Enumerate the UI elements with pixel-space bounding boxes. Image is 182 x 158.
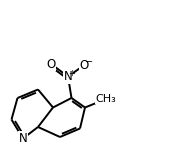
Text: CH₃: CH₃	[96, 94, 116, 104]
Text: O: O	[80, 58, 89, 72]
Text: O: O	[46, 58, 56, 70]
Text: +: +	[69, 69, 75, 78]
Text: N: N	[64, 70, 72, 83]
Text: N: N	[19, 132, 27, 145]
Text: −: −	[85, 57, 93, 67]
